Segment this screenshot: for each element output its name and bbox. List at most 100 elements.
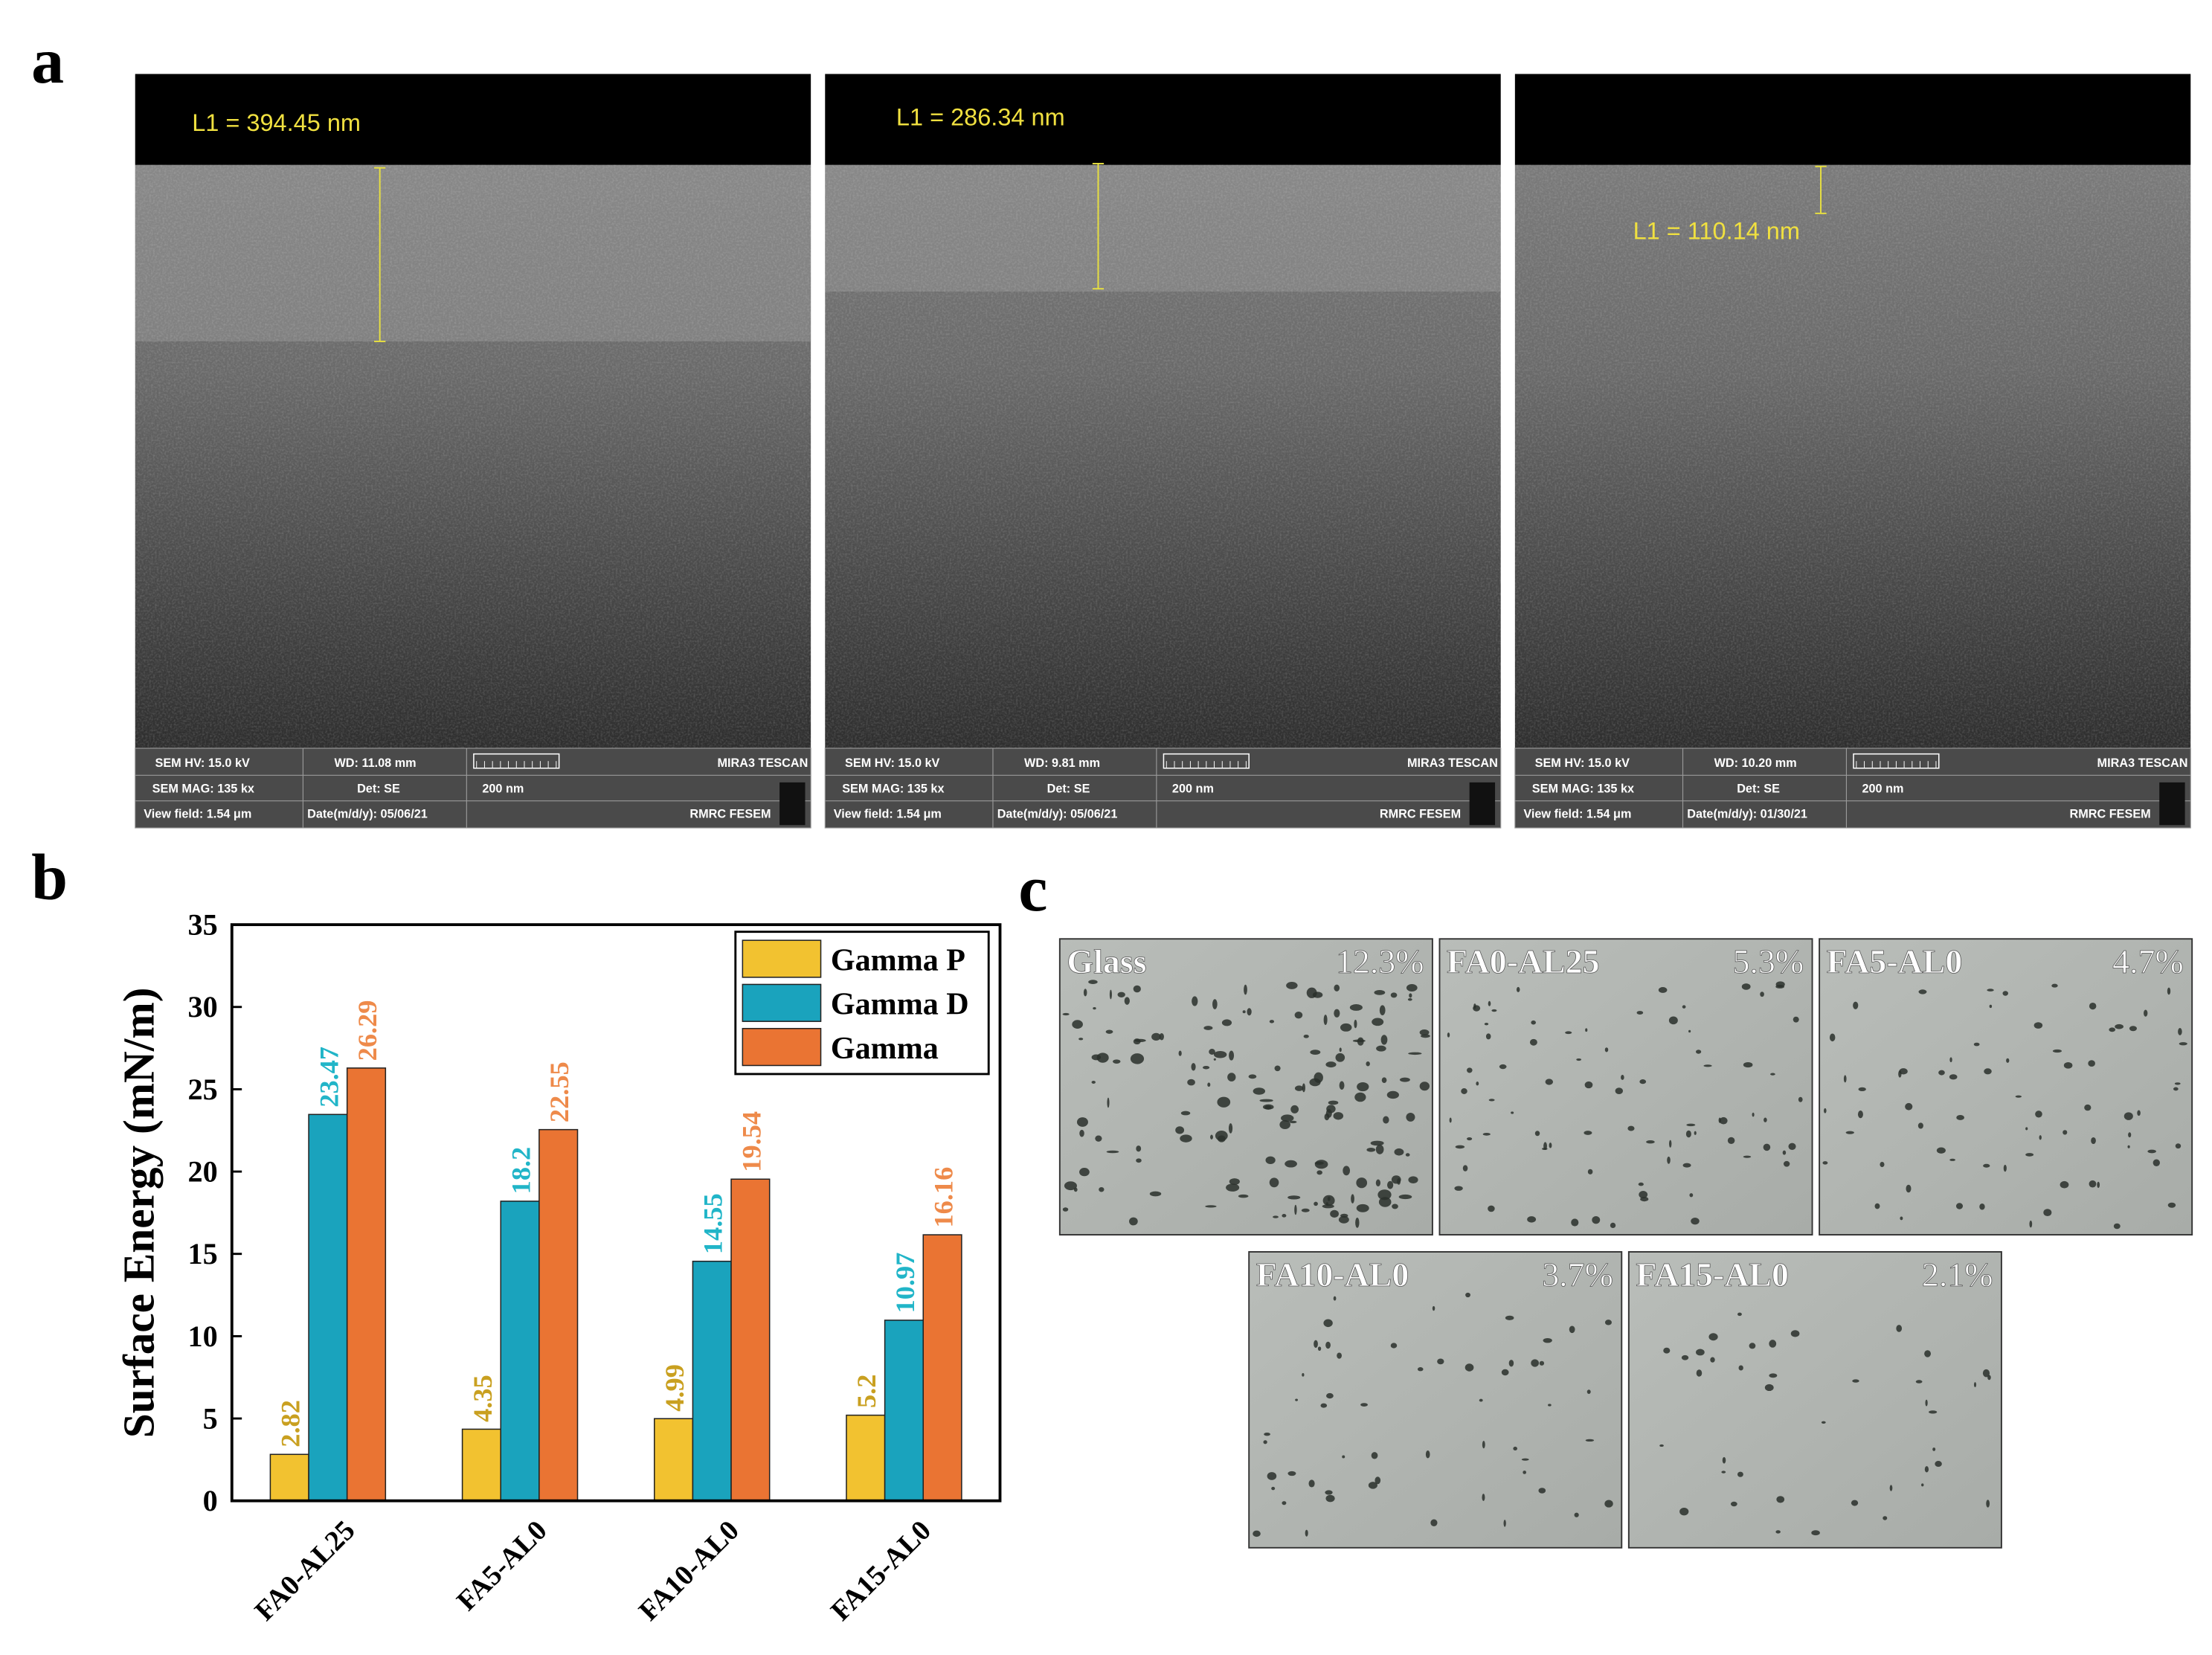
speck	[1320, 1403, 1328, 1408]
speck	[1529, 1038, 1537, 1046]
speck	[1314, 1161, 1324, 1165]
speck	[1282, 1501, 1287, 1505]
speck	[1374, 990, 1386, 995]
speck	[1285, 1160, 1297, 1168]
speck	[1764, 1117, 1767, 1122]
speck	[1079, 1168, 1090, 1177]
speck	[1984, 1068, 1992, 1075]
speck	[2063, 1061, 2073, 1069]
legend-label: Gamma	[831, 1032, 939, 1066]
micrograph	[1627, 1251, 2002, 1549]
speck	[1407, 998, 1412, 1001]
speck	[1325, 1061, 1337, 1068]
x-tick-label: FA0-AL25	[249, 1514, 361, 1627]
speck	[1455, 1145, 1465, 1149]
bar	[730, 1178, 771, 1502]
speck	[1896, 1325, 1903, 1332]
speck	[2015, 1095, 2022, 1098]
speck	[1900, 1216, 1903, 1221]
speck	[1289, 1120, 1297, 1124]
speck	[2167, 987, 2171, 995]
speck	[1323, 1015, 1328, 1026]
measurement: L1 = 286.34 nm	[896, 103, 1065, 130]
speck	[1091, 1054, 1102, 1061]
speck	[1303, 1034, 1309, 1038]
speck	[1760, 992, 1764, 997]
speck	[2147, 1149, 2156, 1154]
speck	[1178, 1050, 1182, 1056]
speck	[1324, 1113, 1330, 1121]
value-label: 5.2	[852, 1375, 881, 1408]
speck	[2060, 1180, 2069, 1189]
speck	[1406, 1112, 1415, 1122]
chart: 0 5 10 15 20 25 30 35 Surface Energy (mN/m) FA0-A…	[115, 908, 1002, 1627]
info-text: SEM MAG: 135 kx	[1532, 782, 1634, 795]
speck	[1375, 1476, 1381, 1485]
speck	[1253, 1530, 1261, 1537]
speck	[1339, 1047, 1342, 1053]
speck	[1989, 1004, 1993, 1009]
speck	[1062, 1012, 1070, 1016]
speck	[1334, 1009, 1340, 1018]
speck	[1658, 987, 1668, 993]
speck	[1390, 1343, 1398, 1349]
info-text: 200 nm	[1172, 782, 1214, 795]
info-text: Det: SE	[1047, 782, 1090, 795]
micrograph	[1058, 938, 1433, 1236]
speck	[1302, 1083, 1306, 1093]
info-bar	[135, 748, 811, 829]
speck	[1482, 1441, 1485, 1449]
speck	[1696, 1369, 1703, 1377]
speck	[2052, 1049, 2062, 1053]
speck	[1273, 1215, 1279, 1218]
speck	[1543, 1142, 1547, 1150]
speck	[2003, 1164, 2007, 1172]
speck	[1938, 1070, 1945, 1076]
speck	[2043, 1209, 2052, 1217]
speck	[1375, 1144, 1384, 1154]
speck	[1366, 1061, 1370, 1067]
speck	[1355, 1218, 1360, 1228]
legend-swatch	[742, 1027, 822, 1067]
speck	[1083, 989, 1087, 997]
speck	[1262, 1104, 1274, 1110]
speck	[1213, 1058, 1216, 1061]
speck	[2109, 1027, 2116, 1032]
speck	[1151, 1032, 1161, 1041]
speck	[1769, 1373, 1778, 1378]
speck	[1465, 1363, 1474, 1372]
speck	[1129, 1217, 1138, 1226]
y-tick-label: 25	[187, 1073, 217, 1106]
speck	[1368, 1482, 1377, 1489]
speck	[1322, 1195, 1335, 1206]
speck	[2002, 991, 2008, 996]
speck	[1390, 992, 1398, 998]
speck	[1738, 1365, 1743, 1371]
speck	[1783, 1160, 1790, 1167]
speck	[1539, 1360, 1545, 1366]
speck	[1982, 1369, 1990, 1378]
speck	[1722, 1456, 1726, 1464]
speck	[1708, 1333, 1718, 1341]
speck	[1531, 1359, 1539, 1367]
value-label: 26.29	[353, 1000, 382, 1061]
info-text: Det: SE	[357, 782, 400, 795]
speck	[1741, 983, 1751, 990]
x-tick-label: FA10-AL0	[633, 1514, 745, 1627]
bar	[500, 1201, 540, 1502]
value-label: 18.2	[506, 1147, 536, 1195]
speck	[1858, 1087, 1866, 1091]
panel-label: a	[31, 25, 64, 97]
speck	[1149, 1191, 1162, 1197]
speck	[1343, 1166, 1351, 1176]
bar	[269, 1453, 309, 1502]
speck	[1659, 1444, 1664, 1447]
speck	[1306, 987, 1317, 998]
speck	[1398, 1194, 1412, 1200]
value-label: 4.35	[468, 1375, 498, 1422]
coverage-label: 12.3%	[1336, 942, 1424, 980]
speck	[1337, 1352, 1342, 1359]
speck	[1905, 1102, 1913, 1111]
speck	[1106, 1150, 1119, 1154]
speck	[1811, 1530, 1820, 1536]
